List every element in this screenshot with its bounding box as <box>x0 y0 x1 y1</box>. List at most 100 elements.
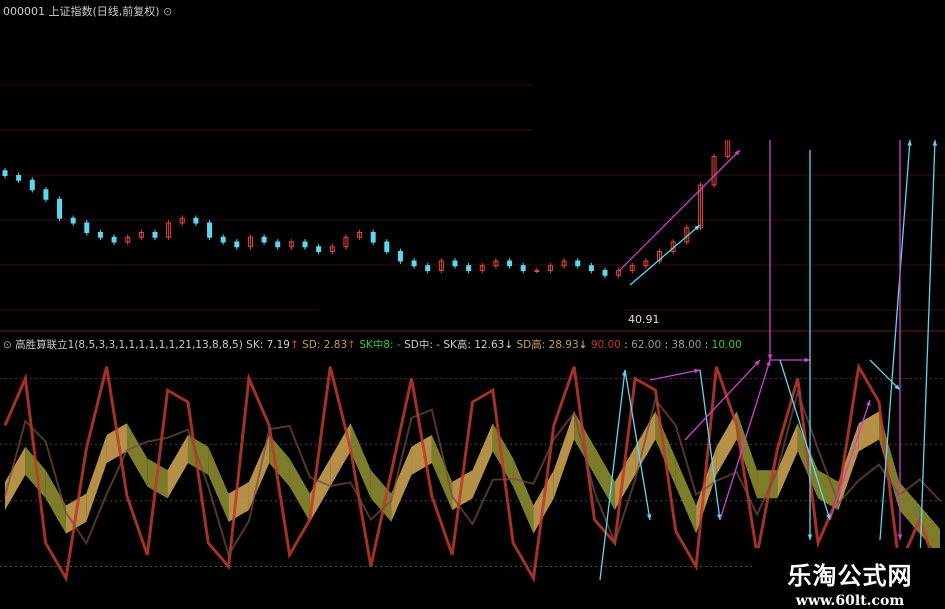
signal-arrow-head <box>807 534 813 540</box>
candle-body <box>97 232 103 238</box>
signal-arrow-head <box>646 514 652 520</box>
sd-band <box>106 423 127 464</box>
signal-arrow-head <box>897 534 903 540</box>
sd-band <box>269 434 290 487</box>
candle-body <box>16 175 22 181</box>
candle-body <box>43 189 49 200</box>
indicator-icon[interactable]: ⊙ <box>3 339 12 351</box>
sd-band <box>45 470 66 534</box>
signal-arrow-head <box>826 514 831 520</box>
candle-body <box>561 260 567 267</box>
candle-body <box>616 270 622 276</box>
sd-band <box>716 411 737 475</box>
sd-band <box>858 411 880 452</box>
candle-body <box>438 260 444 271</box>
sd-band <box>777 423 798 499</box>
sd-band <box>350 423 371 499</box>
sd-band <box>330 423 351 487</box>
sd-band <box>126 423 148 487</box>
sd-band <box>736 411 758 499</box>
sk-high-value: SK高: 12.63 <box>443 339 505 351</box>
stock-title: 上证指数(日线,前复权) <box>48 5 160 18</box>
signal-arrow-line <box>624 369 651 521</box>
candle-body <box>575 260 581 267</box>
candle-body <box>193 217 199 224</box>
chart-header: 000001 上证指数(日线,前复权) ⊙ <box>3 3 172 19</box>
candle-body <box>261 236 267 243</box>
candle-body <box>166 222 172 238</box>
sd-band <box>289 458 310 522</box>
candle-body <box>711 156 717 186</box>
candle-body <box>138 232 144 238</box>
candle-body <box>466 265 472 271</box>
signal-arrow-head <box>754 360 760 366</box>
candle-body <box>507 260 513 267</box>
sk-line <box>3 362 942 583</box>
candle-body <box>629 265 635 271</box>
candle-body <box>411 260 417 267</box>
watermark-url: www.60lt.com <box>795 593 905 609</box>
redaction-top-right <box>533 0 945 140</box>
redaction-middle <box>318 278 625 330</box>
settings-circle-icon[interactable]: ⊙ <box>163 5 173 18</box>
level-38: 38.00 <box>671 339 702 351</box>
candle-body <box>152 232 158 238</box>
candle-body <box>316 246 322 252</box>
candle-body <box>288 241 294 248</box>
level-62: 62.00 <box>631 339 662 351</box>
signal-arrow-line <box>829 399 871 521</box>
sd-band <box>452 470 473 511</box>
candle-body <box>384 241 390 252</box>
candle-body <box>397 251 403 262</box>
signal-arrow-head <box>766 360 771 366</box>
candle-body <box>2 170 8 176</box>
sd-band <box>675 458 697 534</box>
stock-code: 000001 <box>3 5 45 18</box>
signal-arrow-head <box>866 400 871 406</box>
signal-arrow-line <box>869 359 901 391</box>
candle-body <box>111 236 117 243</box>
sk-mid-value: SK中8: - <box>359 339 401 351</box>
sd-band <box>228 481 249 522</box>
candle-body <box>657 251 663 262</box>
signal-arrow-head <box>694 225 700 231</box>
signal-arrow-line <box>629 224 701 286</box>
signal-arrow-line <box>879 139 911 541</box>
sd-band <box>167 434 188 499</box>
sd-band <box>838 423 859 511</box>
low-price-label: 40.91 <box>628 313 660 326</box>
candle-body <box>343 236 349 248</box>
signal-arrow-head <box>716 514 722 520</box>
signal-arrow-head <box>694 368 700 374</box>
sd-mid-value: SD中: - <box>404 339 440 351</box>
candle-body <box>70 217 76 224</box>
sd-band <box>472 423 493 499</box>
candle-body <box>643 260 649 267</box>
sd-band <box>899 481 920 534</box>
candle-body <box>425 265 431 271</box>
candle-body <box>247 236 253 248</box>
sd-band <box>208 446 229 522</box>
sd-band <box>86 434 107 522</box>
candle-body <box>275 241 281 248</box>
sd-high-value: SD高: 28.93 <box>516 339 579 351</box>
candle-body <box>29 179 35 191</box>
sd-slow-line <box>4 388 941 558</box>
signal-arrow-line <box>919 139 936 561</box>
candle-body <box>479 265 485 271</box>
candle-body <box>520 265 526 271</box>
signal-arrow-line <box>684 359 761 441</box>
signal-arrow-head <box>804 357 810 363</box>
sd-band <box>370 470 392 522</box>
signal-arrow-head <box>907 140 912 146</box>
candle-body <box>207 222 213 238</box>
level-90: 90.00 <box>590 339 621 351</box>
candle-body <box>234 241 240 248</box>
signal-arrow-line <box>719 359 771 521</box>
candle-body <box>493 260 499 267</box>
signal-arrow-line <box>599 369 626 581</box>
signal-arrow-line <box>779 359 831 521</box>
candle-body <box>547 265 553 271</box>
signal-arrow-line <box>649 369 701 381</box>
candle-body <box>697 184 703 229</box>
